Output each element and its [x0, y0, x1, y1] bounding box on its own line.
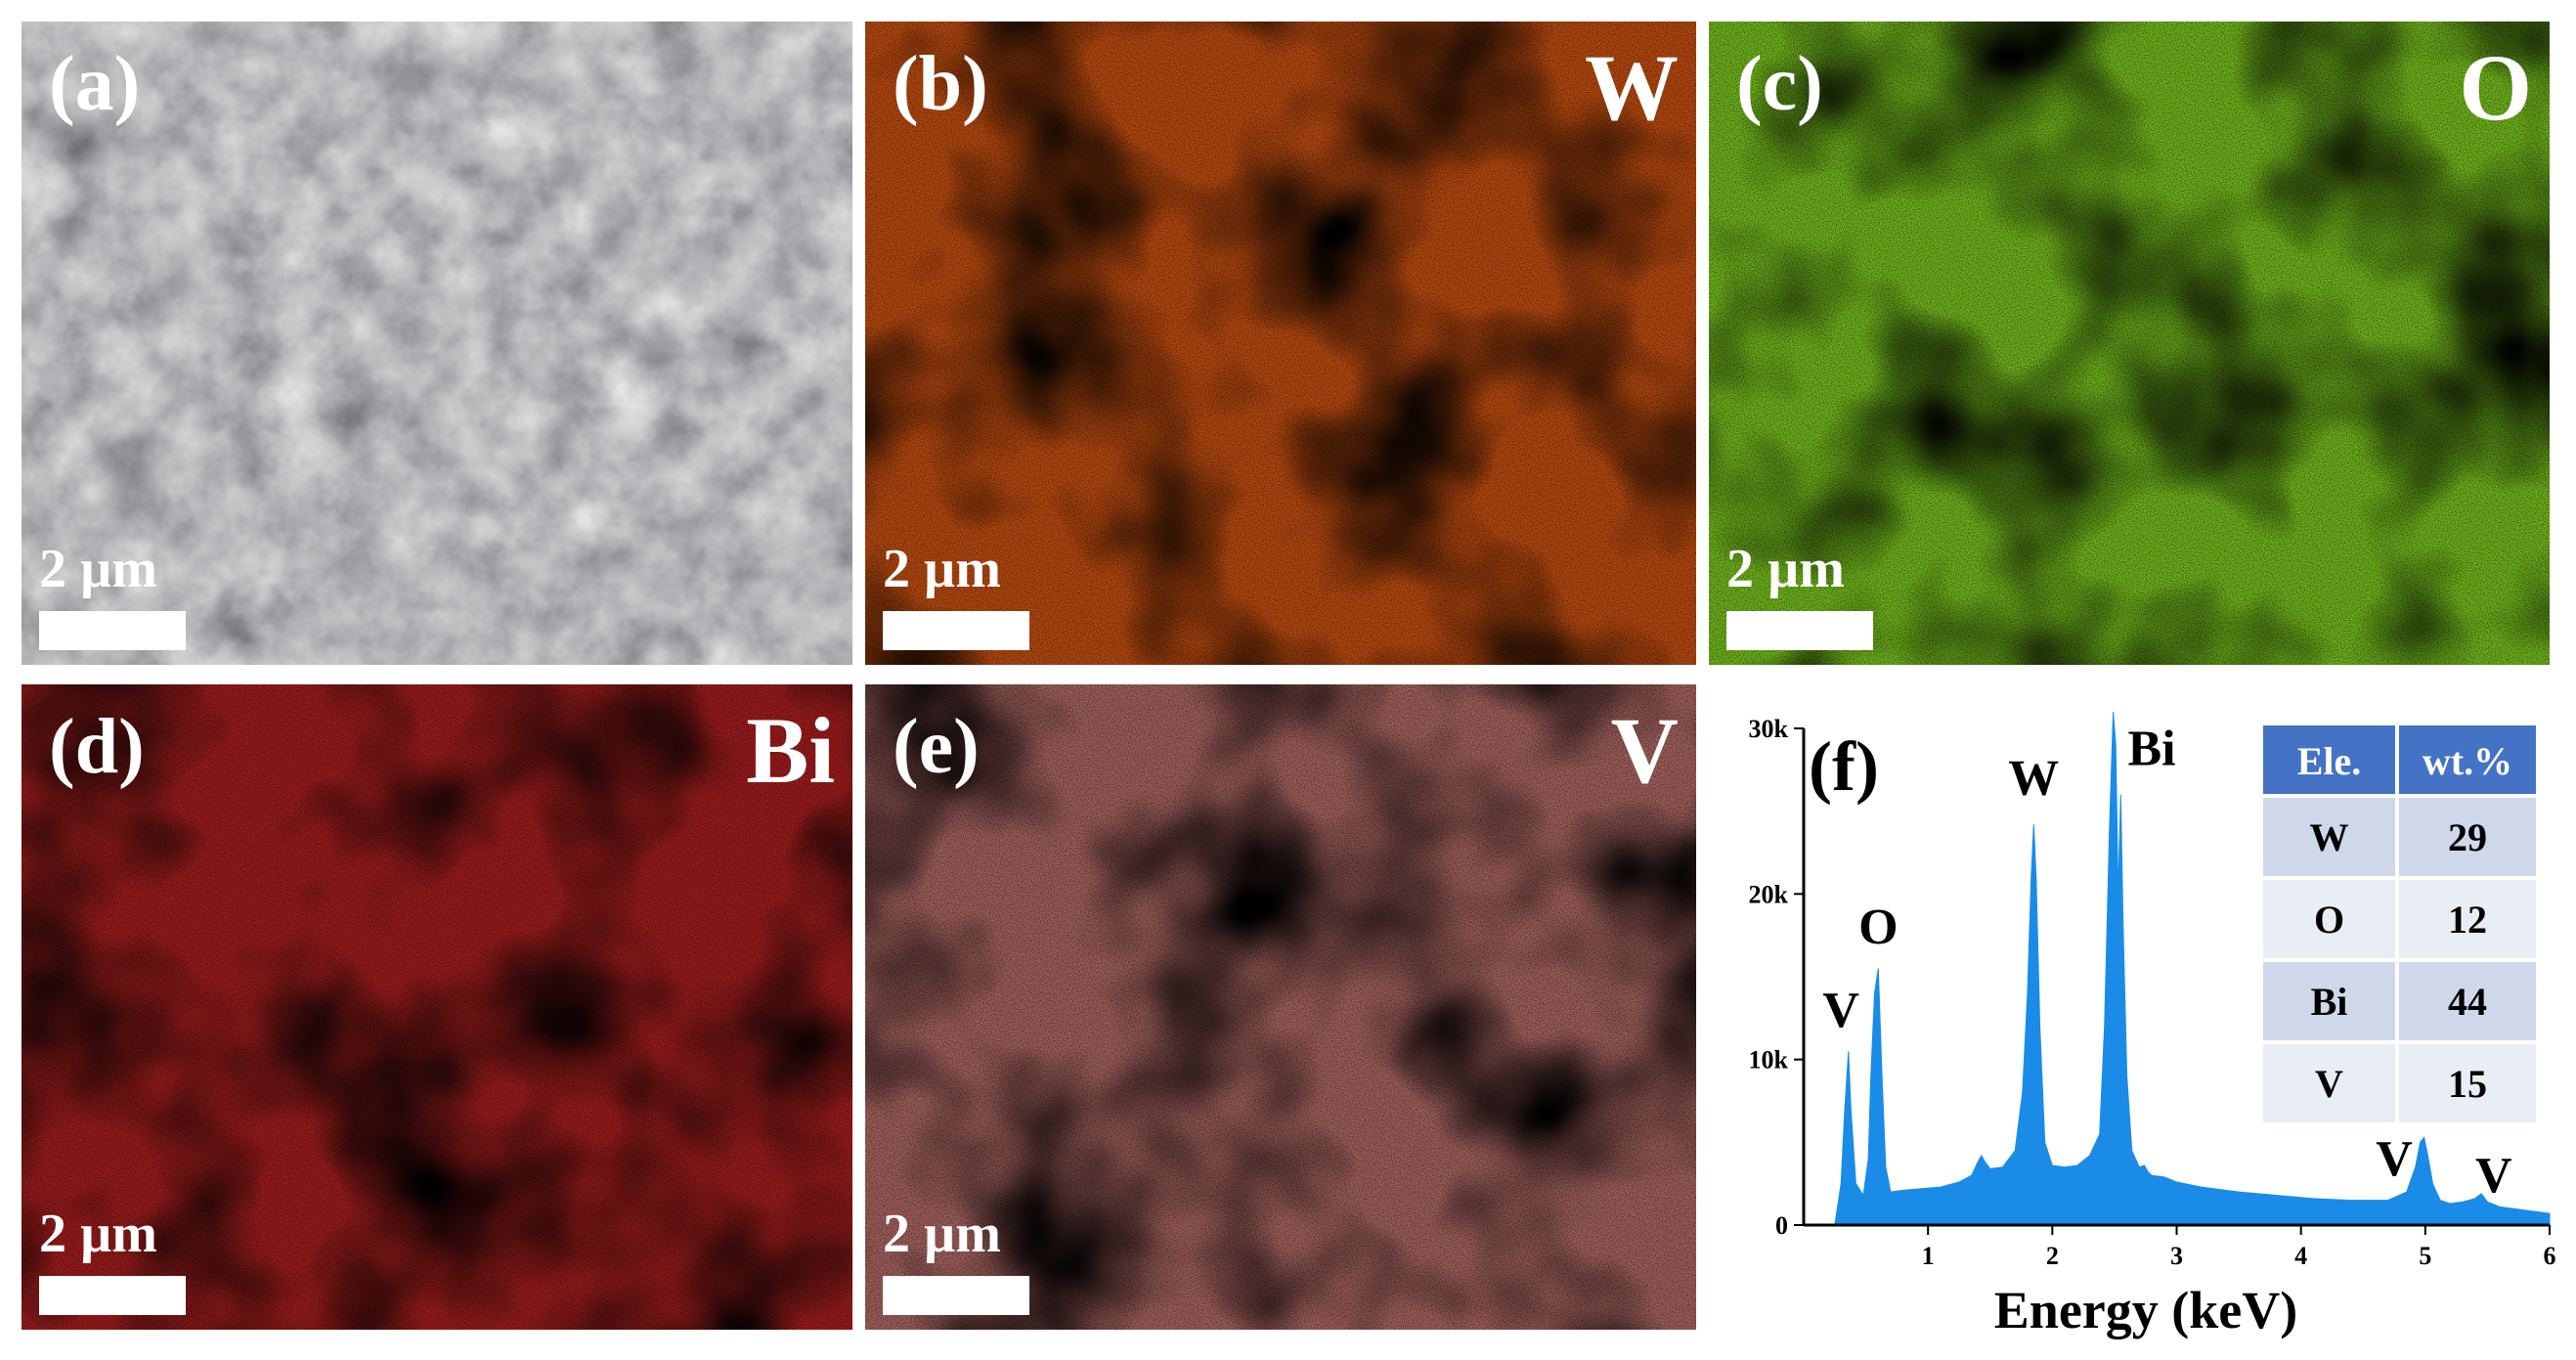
scale-bar-b [883, 611, 1029, 650]
scale-bar-e [883, 1276, 1029, 1315]
table-cell-text: 29 [2448, 815, 2487, 859]
y-axis-ticks: 0 10k 20k 30k [1749, 715, 1804, 1240]
map-speckle-e [865, 684, 1696, 1330]
table-cell [2263, 1044, 2395, 1122]
peak-label-5: V [2475, 1148, 2512, 1204]
table-cell-text: O [2314, 898, 2344, 942]
map-speckle-d [22, 684, 852, 1330]
y-tick-label-3: 30k [1749, 715, 1789, 743]
table-header-text: Ele. [2297, 739, 2362, 783]
peak-label-3: Bi [2127, 721, 2175, 776]
x-tick-label-6: 6 [2544, 1242, 2556, 1270]
table-cell [2399, 962, 2536, 1040]
panel-e-label: (e) [893, 704, 980, 790]
x-axis-ticks: 1 2 3 4 5 6 [1922, 1225, 2556, 1270]
composition-table: Ele. wt.% W 29 O 12 Bi 44 V 15 [2263, 725, 2536, 1122]
scale-bar-text-d: 2 µm [39, 1204, 157, 1264]
table-cell-text: V [2315, 1062, 2343, 1106]
panel-b-label: (b) [893, 41, 988, 127]
y-tick-label-0: 0 [1775, 1211, 1788, 1240]
spectrum-plot [1804, 712, 2551, 1226]
x-tick-label-3: 3 [2170, 1242, 2183, 1270]
y-tick-label-2: 20k [1749, 880, 1789, 908]
y-tick-label-1: 10k [1749, 1046, 1789, 1075]
panel-a-label: (a) [49, 41, 140, 127]
scale-bar-text-b: 2 µm [883, 539, 1001, 599]
panel-d-label: (d) [49, 704, 145, 790]
panel-c-label: (c) [1736, 41, 1823, 127]
map-speckle-b [865, 22, 1696, 665]
peak-label-4: V [2376, 1131, 2413, 1187]
table-header-text: wt.% [2423, 739, 2512, 783]
panel-b: (b) W 2 µm [865, 22, 1696, 665]
table-cell [2399, 1044, 2536, 1122]
peak-label-1: O [1858, 899, 1898, 955]
peak-label-0: V [1822, 983, 1859, 1038]
x-tick-label-2: 2 [2046, 1242, 2059, 1270]
panel-c: (c) O 2 µm [1709, 22, 2550, 665]
panel-f-label: (f) [1809, 727, 1879, 806]
spectrum-area-fill [1804, 712, 2551, 1226]
x-axis-title: Energy (keV) [1994, 1281, 2297, 1339]
scale-bar-c [1726, 611, 1873, 650]
micrograph-panels: (a) 2 µm (b) W 2 µm (c) O 2 µm (d) Bi 2 µm (e) V 2 µm [22, 22, 2550, 1330]
table-cell [2263, 962, 2395, 1040]
table-cell [2263, 880, 2395, 958]
element-label-d: Bi [746, 698, 835, 803]
table-cell [2399, 798, 2536, 876]
element-label-c: O [2459, 35, 2532, 140]
table-cell-text: Bi [2311, 980, 2348, 1024]
element-label-b: W [1585, 35, 1679, 140]
table-header-cell [2263, 725, 2395, 794]
scale-bar-a [39, 611, 186, 650]
sem-image [22, 22, 852, 665]
table-cell-text: W [2310, 815, 2349, 859]
table-cell-text: 15 [2448, 1062, 2487, 1106]
table-header-cell [2399, 725, 2536, 794]
x-tick-label-1: 1 [1922, 1242, 1935, 1270]
element-label-e: V [1611, 698, 1679, 803]
scale-bar-text-e: 2 µm [883, 1204, 1001, 1264]
table-cell [2399, 880, 2536, 958]
x-tick-label-4: 4 [2294, 1242, 2307, 1270]
table-cell-text: 44 [2448, 980, 2487, 1024]
scale-bar-text-a: 2 µm [39, 539, 157, 599]
x-tick-label-5: 5 [2419, 1242, 2431, 1270]
panel-d: (d) Bi 2 µm [22, 684, 852, 1330]
panel-e: (e) V 2 µm [865, 684, 1696, 1330]
scale-bar-text-c: 2 µm [1726, 539, 1845, 599]
table-cell-text: 12 [2448, 898, 2487, 942]
peak-label-2: W [2008, 751, 2059, 807]
map-speckle-c [1709, 22, 2550, 665]
panel-a: (a) 2 µm [22, 22, 852, 665]
scale-bar-d [39, 1276, 186, 1315]
table-cell [2263, 798, 2395, 876]
